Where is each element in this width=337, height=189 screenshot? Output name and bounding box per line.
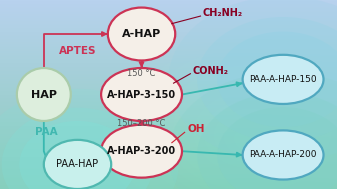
Text: PAA-A-HAP-200: PAA-A-HAP-200 xyxy=(249,150,317,160)
Text: 150 °C: 150 °C xyxy=(127,69,156,78)
Ellipse shape xyxy=(17,68,71,121)
Text: PAA-A-HAP-150: PAA-A-HAP-150 xyxy=(249,75,317,84)
Ellipse shape xyxy=(197,17,337,142)
Text: HAP: HAP xyxy=(31,90,57,99)
Text: A-HAP-3-200: A-HAP-3-200 xyxy=(107,146,176,156)
Ellipse shape xyxy=(20,121,135,189)
Text: CH₂NH₂: CH₂NH₂ xyxy=(202,8,242,18)
Ellipse shape xyxy=(168,72,337,189)
Ellipse shape xyxy=(168,0,337,163)
Text: A-HAP: A-HAP xyxy=(122,29,161,39)
Text: APTES: APTES xyxy=(59,46,96,56)
Ellipse shape xyxy=(108,8,175,60)
Ellipse shape xyxy=(243,130,324,180)
Ellipse shape xyxy=(2,108,153,189)
Ellipse shape xyxy=(101,125,182,178)
Ellipse shape xyxy=(44,140,111,189)
Text: A-HAP-3-150: A-HAP-3-150 xyxy=(107,90,176,99)
Text: 150–200 °C: 150–200 °C xyxy=(117,119,166,128)
Text: PAA: PAA xyxy=(35,127,58,137)
Ellipse shape xyxy=(217,32,337,127)
Ellipse shape xyxy=(101,68,182,121)
Ellipse shape xyxy=(0,89,179,189)
Text: PAA-HAP: PAA-HAP xyxy=(57,160,99,169)
Text: OH: OH xyxy=(187,125,205,134)
Ellipse shape xyxy=(217,107,337,189)
Ellipse shape xyxy=(243,55,324,104)
Ellipse shape xyxy=(197,93,337,189)
Text: CONH₂: CONH₂ xyxy=(192,66,228,76)
